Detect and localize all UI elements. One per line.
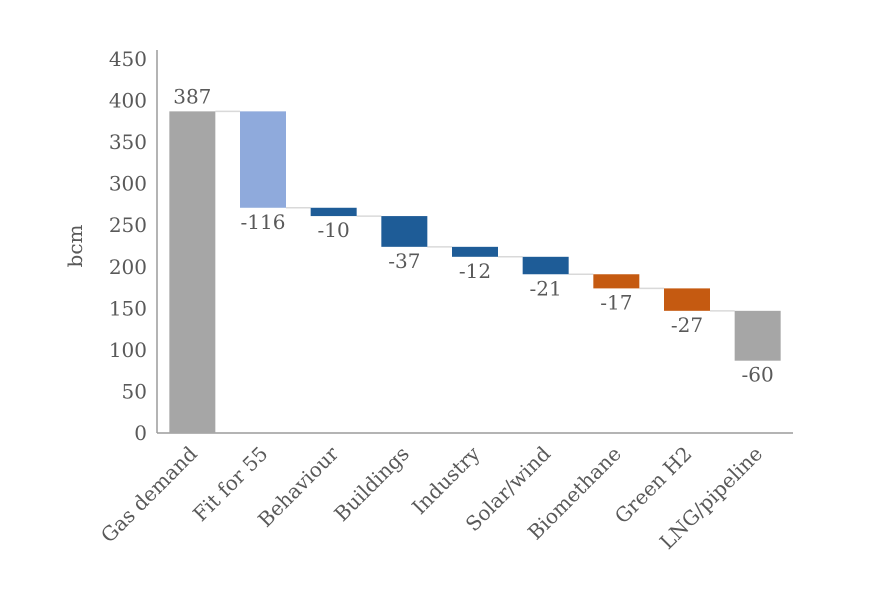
bar-value-label-green-h2: -27 bbox=[671, 313, 703, 337]
bar-fit-for-55 bbox=[240, 111, 286, 208]
y-tick-label: 250 bbox=[109, 213, 147, 237]
bar-value-label-gas-demand: 387 bbox=[173, 84, 211, 108]
x-tick-label-buildings: Buildings bbox=[329, 442, 414, 527]
bar-lng-pipeline bbox=[734, 310, 781, 361]
y-tick-label: 450 bbox=[109, 47, 147, 71]
bar-value-label-fit-for-55: -116 bbox=[241, 210, 286, 234]
bar-biomethane bbox=[593, 274, 640, 289]
y-tick-label: 0 bbox=[134, 421, 147, 445]
bar-value-label-biomethane: -17 bbox=[600, 290, 632, 314]
bar-value-label-solar-wind: -21 bbox=[530, 276, 562, 300]
bar-solar-wind bbox=[522, 256, 569, 275]
bar-value-label-lng-pipeline: -60 bbox=[742, 363, 774, 387]
y-tick-label: 200 bbox=[109, 255, 147, 279]
y-tick-label: 150 bbox=[109, 296, 147, 320]
y-tick-label: 100 bbox=[109, 338, 147, 362]
y-tick-label: 50 bbox=[122, 379, 147, 403]
bar-behaviour bbox=[310, 207, 357, 217]
bar-gas-demand bbox=[169, 111, 216, 434]
bar-buildings bbox=[381, 216, 428, 247]
bar-value-label-industry: -12 bbox=[459, 259, 491, 283]
y-tick-label: 400 bbox=[109, 89, 147, 113]
y-tick-label: 300 bbox=[109, 172, 147, 196]
bar-value-label-buildings: -37 bbox=[388, 249, 420, 273]
bar-green-h2 bbox=[664, 288, 710, 311]
x-tick-label-gas-demand: Gas demand bbox=[96, 441, 202, 547]
bar-value-label-behaviour: -10 bbox=[318, 218, 350, 242]
y-axis-title: bcm bbox=[63, 224, 87, 267]
y-tick-label: 350 bbox=[109, 130, 147, 154]
bar-industry bbox=[452, 246, 498, 257]
